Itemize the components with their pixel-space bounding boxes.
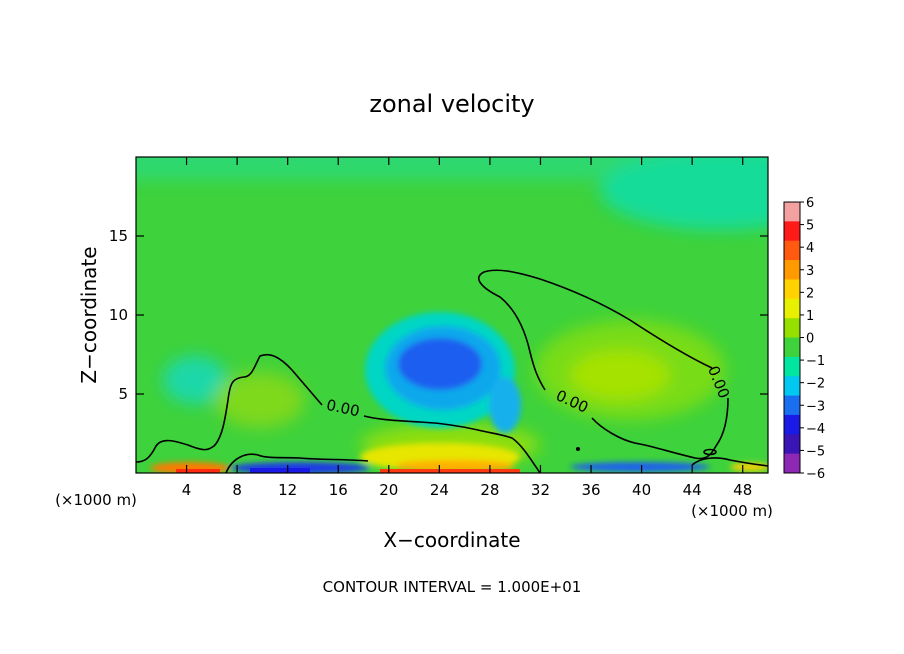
colorbar-swatch-9 bbox=[784, 376, 800, 396]
contour-mid-boundary bbox=[363, 415, 541, 473]
colorbar-swatch-12 bbox=[784, 434, 800, 455]
y-axis: 5 10 15 bbox=[109, 227, 768, 403]
x-tick-label-6: 28 bbox=[480, 481, 499, 499]
colorbar-swatch-13 bbox=[784, 453, 800, 474]
colorbar-label-6: 0 bbox=[806, 332, 814, 347]
left-cyan bbox=[163, 356, 227, 404]
x-tick-label-8: 36 bbox=[581, 481, 600, 499]
x-tick-label-9: 40 bbox=[632, 481, 651, 499]
heatmap-field: 0.00 0.00 0.00 bbox=[136, 157, 768, 473]
jet-core-blue bbox=[398, 338, 482, 390]
colorbar-swatch-1 bbox=[784, 221, 800, 242]
surface-darkblue bbox=[250, 468, 310, 473]
contour-surface-left bbox=[225, 453, 369, 473]
colorbar-swatch-4 bbox=[784, 279, 800, 300]
positive-core bbox=[570, 350, 670, 400]
surface-red-left bbox=[176, 469, 220, 473]
contour-right-surface bbox=[691, 457, 768, 467]
x-tick-label-4: 20 bbox=[379, 481, 398, 499]
colorbar-swatch-2 bbox=[784, 240, 800, 261]
x-tick-label-11: 48 bbox=[733, 481, 752, 499]
colorbar-swatch-11 bbox=[784, 414, 800, 435]
x-axis: 4 8 12 16 20 24 28 32 36 40 44 48 bbox=[182, 157, 752, 499]
colorbar-label-11: −5 bbox=[806, 444, 825, 459]
colorbar-swatch-5 bbox=[784, 298, 800, 319]
contour-left-region bbox=[136, 353, 323, 463]
colorbar-swatch-0 bbox=[784, 202, 800, 222]
y-tick-label-0: 5 bbox=[118, 385, 128, 403]
x-tick-label-5: 24 bbox=[430, 481, 449, 499]
jet-tail bbox=[489, 377, 521, 433]
contour-right-region bbox=[478, 269, 713, 391]
x-unit-left: (×1000 m) bbox=[55, 491, 137, 509]
upper-right-cyan bbox=[600, 157, 768, 230]
contour-interval-note: CONTOUR INTERVAL = 1.000E+01 bbox=[323, 578, 582, 596]
colorbar-swatch-8 bbox=[784, 356, 800, 377]
colorbar-label-10: −4 bbox=[806, 422, 825, 437]
colorbar-label-4: 2 bbox=[806, 286, 814, 301]
colorbar-swatch-3 bbox=[784, 260, 800, 280]
colorbar-label-7: −1 bbox=[806, 354, 825, 369]
surface-red-mid bbox=[380, 469, 520, 473]
x-axis-label: X−coordinate bbox=[383, 528, 520, 552]
surface-blue-right bbox=[570, 462, 710, 472]
colorbar: 6 5 4 3 2 1 0 −1 −2 −3 −4 −5 −6 bbox=[783, 196, 825, 482]
colorbar-swatch-10 bbox=[784, 395, 800, 416]
colorbar-label-1: 5 bbox=[806, 219, 814, 234]
x-tick-label-0: 4 bbox=[182, 481, 192, 499]
x-tick-label-2: 12 bbox=[278, 481, 297, 499]
colorbar-label-12: −6 bbox=[806, 467, 825, 482]
colorbar-swatch-6 bbox=[784, 318, 800, 338]
y-axis-label: Z−coordinate bbox=[77, 246, 101, 383]
colorbar-label-3: 3 bbox=[806, 264, 814, 279]
contour-small-loop bbox=[703, 448, 717, 456]
y-tick-label-2: 15 bbox=[109, 227, 128, 245]
zero-contours bbox=[136, 269, 768, 473]
low-left-yellowgreen bbox=[215, 372, 305, 428]
x-tick-label-1: 8 bbox=[232, 481, 242, 499]
colorbar-label-8: −2 bbox=[806, 377, 825, 392]
chart-title: zonal velocity bbox=[369, 90, 534, 118]
y-tick-label-1: 10 bbox=[109, 306, 128, 324]
x-tick-label-3: 16 bbox=[329, 481, 348, 499]
contour-dot bbox=[576, 447, 580, 451]
colorbar-label-5: 1 bbox=[806, 309, 814, 324]
colorbar-label-2: 4 bbox=[806, 241, 814, 256]
x-tick-label-7: 32 bbox=[531, 481, 550, 499]
colorbar-label-9: −3 bbox=[806, 399, 825, 414]
x-tick-label-10: 44 bbox=[683, 481, 702, 499]
colorbar-label-0: 6 bbox=[806, 196, 814, 211]
colorbar-swatch-7 bbox=[784, 337, 800, 358]
contour-right-lower bbox=[591, 397, 729, 460]
x-unit-right: (×1000 m) bbox=[691, 502, 773, 520]
